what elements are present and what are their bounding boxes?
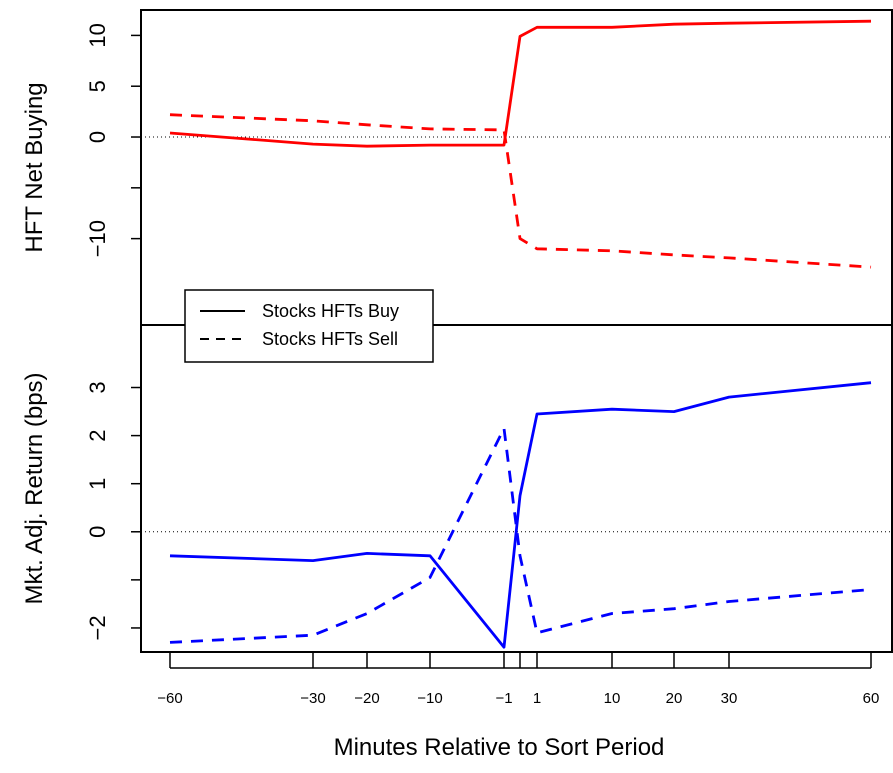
upper-series-sell-line — [169, 113, 872, 269]
lower-panel: −2 0 1 2 3 Mkt. Adj. Return (bps) — [21, 324, 893, 653]
x-tick-label: 1 — [533, 690, 541, 707]
legend-box — [184, 289, 434, 363]
lower-y-tick-label: 3 — [85, 381, 110, 393]
upper-y-axis-label: HFT Net Buying — [21, 82, 48, 252]
lower-y-tick-label: 2 — [85, 429, 110, 441]
lower-y-tick-label: −2 — [85, 615, 110, 640]
x-tick-label: 20 — [666, 690, 683, 707]
x-tick-label: −1 — [495, 690, 512, 707]
x-tick-label: 30 — [721, 690, 738, 707]
upper-y-tick-label: 0 — [85, 131, 110, 143]
lower-y-axis-label: Mkt. Adj. Return (bps) — [21, 372, 48, 604]
x-tick-label: −10 — [417, 690, 442, 707]
x-axis-label: Minutes Relative to Sort Period — [334, 734, 665, 761]
legend-label-sell: Stocks HFTs Sell — [262, 329, 398, 349]
x-tick-label: −20 — [354, 690, 379, 707]
lower-plot-frame — [140, 324, 893, 653]
upper-y-tick-label: −10 — [85, 220, 110, 257]
x-axis: −60 −30 −20 −10 −1 1 10 20 30 60 — [157, 652, 879, 707]
legend-label-buy: Stocks HFTs Buy — [262, 301, 399, 321]
lower-series-buy-line — [169, 381, 872, 649]
legend: Stocks HFTs Buy Stocks HFTs Sell — [184, 289, 434, 363]
lower-series-sell-line — [169, 426, 872, 644]
lower-y-tick-label: 0 — [85, 526, 110, 538]
upper-y-tick-label: 5 — [85, 80, 110, 92]
lower-y-tick-label: 1 — [85, 478, 110, 490]
upper-panel: −10 0 5 10 HFT Net Buying — [21, 9, 893, 326]
upper-y-tick-label: 10 — [85, 23, 110, 47]
x-tick-label: 10 — [604, 690, 621, 707]
x-tick-label: 60 — [863, 690, 880, 707]
x-tick-label: −30 — [300, 690, 325, 707]
x-tick-label: −60 — [157, 690, 182, 707]
upper-series-buy-line — [169, 19, 872, 148]
